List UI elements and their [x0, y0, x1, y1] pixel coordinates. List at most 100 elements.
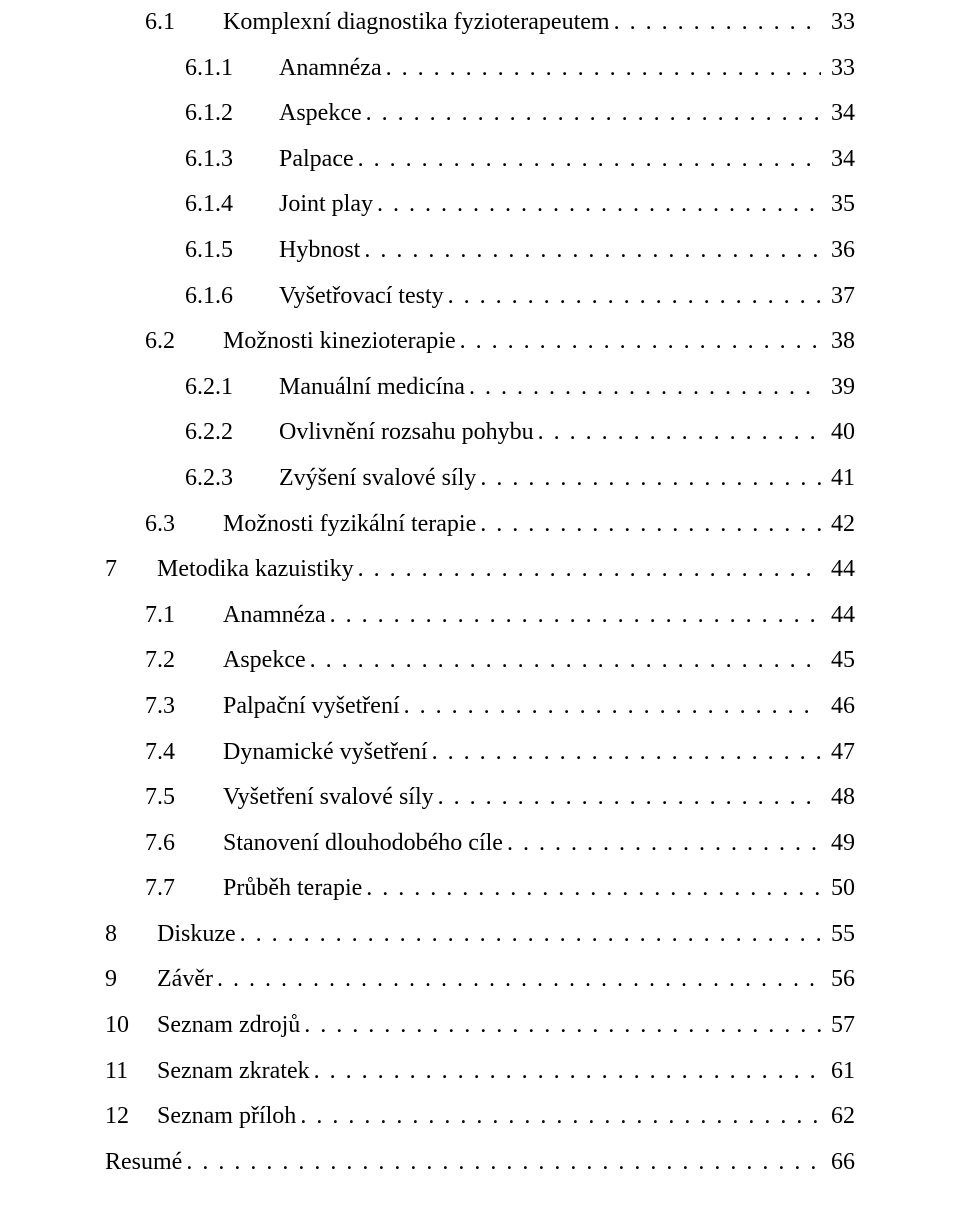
toc-entry-page: 48: [825, 775, 855, 821]
toc-entry-number: 6.1.6: [185, 274, 279, 320]
toc-entry-page: 46: [825, 684, 855, 730]
toc-leader-dots: [217, 957, 821, 1003]
toc-entry: 6.2.2Ovlivnění rozsahu pohybu40: [105, 410, 855, 456]
toc-entry: 6.2.1Manuální medicína 39: [105, 365, 855, 411]
toc-entry-page: 36: [825, 228, 855, 274]
toc-entry-title: Seznam zdrojů: [157, 1003, 300, 1049]
toc-leader-dots: [538, 410, 821, 456]
toc-entry-title: Anamnéza: [223, 593, 326, 639]
toc-entry-page: 44: [825, 593, 855, 639]
toc-leader-dots: [469, 365, 821, 411]
toc-entry-number: 7.4: [145, 730, 223, 776]
toc-entry-page: 42: [825, 502, 855, 548]
toc-entry-title: Ovlivnění rozsahu pohybu: [279, 410, 534, 456]
toc-leader-dots: [330, 593, 821, 639]
toc-entry: 7.4Dynamické vyšetření47: [105, 730, 855, 776]
toc-entry-page: 37: [825, 274, 855, 320]
toc-leader-dots: [358, 137, 821, 183]
toc-leader-dots: [358, 547, 821, 593]
toc-entry-page: 62: [825, 1094, 855, 1140]
toc-entry-title: Dynamické vyšetření: [223, 730, 428, 776]
toc-entry-page: 66: [825, 1140, 855, 1186]
toc-entry-page: 57: [825, 1003, 855, 1049]
toc-entry-number: 7.7: [145, 866, 223, 912]
toc-entry-title: Metodika kazuistiky: [157, 547, 354, 593]
toc-entry-page: 61: [825, 1049, 855, 1095]
toc-entry-number: 12: [105, 1094, 157, 1140]
toc-leader-dots: [300, 1094, 821, 1140]
toc-leader-dots: [438, 775, 821, 821]
toc-entry-page: 49: [825, 821, 855, 867]
toc-entry: 7.1Anamnéza 44: [105, 593, 855, 639]
toc-leader-dots: [366, 91, 821, 137]
toc-entry-number: 7.2: [145, 638, 223, 684]
toc-entry-number: 7.5: [145, 775, 223, 821]
toc-entry: 6.1Komplexní diagnostika fyzioterapeutem…: [105, 0, 855, 46]
toc-entry-title: Seznam zkratek: [157, 1049, 310, 1095]
toc-leader-dots: [480, 502, 821, 548]
toc-entry-number: 7.3: [145, 684, 223, 730]
toc-entry-title: Vyšetřovací testy: [279, 274, 444, 320]
toc-entry-title: Hybnost: [279, 228, 360, 274]
toc-entry-page: 34: [825, 137, 855, 183]
toc-entry-page: 50: [825, 866, 855, 912]
toc-entry: 9Závěr56: [105, 957, 855, 1003]
toc-entry: 6.2Možnosti kinezioterapie 38: [105, 319, 855, 365]
toc-entry-title: Palpace: [279, 137, 354, 183]
toc-entry-page: 41: [825, 456, 855, 502]
toc-entry-title: Průběh terapie: [223, 866, 362, 912]
toc-entry: 10Seznam zdrojů 57: [105, 1003, 855, 1049]
toc-leader-dots: [366, 866, 821, 912]
toc-leader-dots: [304, 1003, 821, 1049]
toc-leader-dots: [364, 228, 821, 274]
toc-entry-title: Stanovení dlouhodobého cíle: [223, 821, 503, 867]
toc-entry: 7Metodika kazuistiky 44: [105, 547, 855, 593]
toc-entry-number: 6.1: [145, 0, 223, 46]
toc-entry-number: 10: [105, 1003, 157, 1049]
toc-entry-number: 6.1.3: [185, 137, 279, 183]
toc-entry-page: 40: [825, 410, 855, 456]
toc-entry-number: 9: [105, 957, 157, 1003]
toc-entry-number: 7: [105, 547, 157, 593]
toc-entry-title: Palpační vyšetření: [223, 684, 400, 730]
toc-entry: 7.5Vyšetření svalové síly 48: [105, 775, 855, 821]
toc-entry-title: Možnosti kinezioterapie: [223, 319, 456, 365]
toc-leader-dots: [186, 1140, 821, 1186]
toc-entry-number: 6.2.1: [185, 365, 279, 411]
toc-entry: 6.1.2Aspekce34: [105, 91, 855, 137]
toc-entry-number: 6.1.1: [185, 46, 279, 92]
toc-entry-title: Vyšetření svalové síly: [223, 775, 434, 821]
toc-entry: 8Diskuze55: [105, 912, 855, 958]
toc-entry-page: 45: [825, 638, 855, 684]
toc-entry: 12Seznam příloh 62: [105, 1094, 855, 1140]
toc-entry: 7.2Aspekce45: [105, 638, 855, 684]
toc-entry-number: 6.1.5: [185, 228, 279, 274]
toc-entry-number: 6.3: [145, 502, 223, 548]
toc-leader-dots: [314, 1049, 821, 1095]
toc-entry-page: 39: [825, 365, 855, 411]
toc-entry: 7.3Palpační vyšetření 46: [105, 684, 855, 730]
toc-entry-page: 33: [825, 0, 855, 46]
toc-entry-page: 44: [825, 547, 855, 593]
toc-leader-dots: [480, 456, 821, 502]
toc-leader-dots: [377, 182, 821, 228]
toc-leader-dots: [460, 319, 821, 365]
toc-entry-number: 7.6: [145, 821, 223, 867]
toc-entry: 7.6Stanovení dlouhodobého cíle 49: [105, 821, 855, 867]
toc-entry-page: 56: [825, 957, 855, 1003]
toc-entry-title: Manuální medicína: [279, 365, 465, 411]
toc-entry: 6.3Možnosti fyzikální terapie 42: [105, 502, 855, 548]
toc-entry-title: Seznam příloh: [157, 1094, 296, 1140]
toc-entry-number: 6.1.4: [185, 182, 279, 228]
toc-entry-title: Zvýšení svalové síly: [279, 456, 476, 502]
toc-entry-number: 7.1: [145, 593, 223, 639]
toc-entry-number: 6.1.2: [185, 91, 279, 137]
table-of-contents: 6.1Komplexní diagnostika fyzioterapeutem…: [105, 0, 855, 1185]
toc-entry-number: 6.2.3: [185, 456, 279, 502]
toc-entry-number: 6.2: [145, 319, 223, 365]
toc-entry: 11Seznam zkratek61: [105, 1049, 855, 1095]
toc-leader-dots: [614, 0, 821, 46]
toc-entry-page: 38: [825, 319, 855, 365]
toc-entry-title: Možnosti fyzikální terapie: [223, 502, 476, 548]
toc-entry-title: Diskuze: [157, 912, 236, 958]
